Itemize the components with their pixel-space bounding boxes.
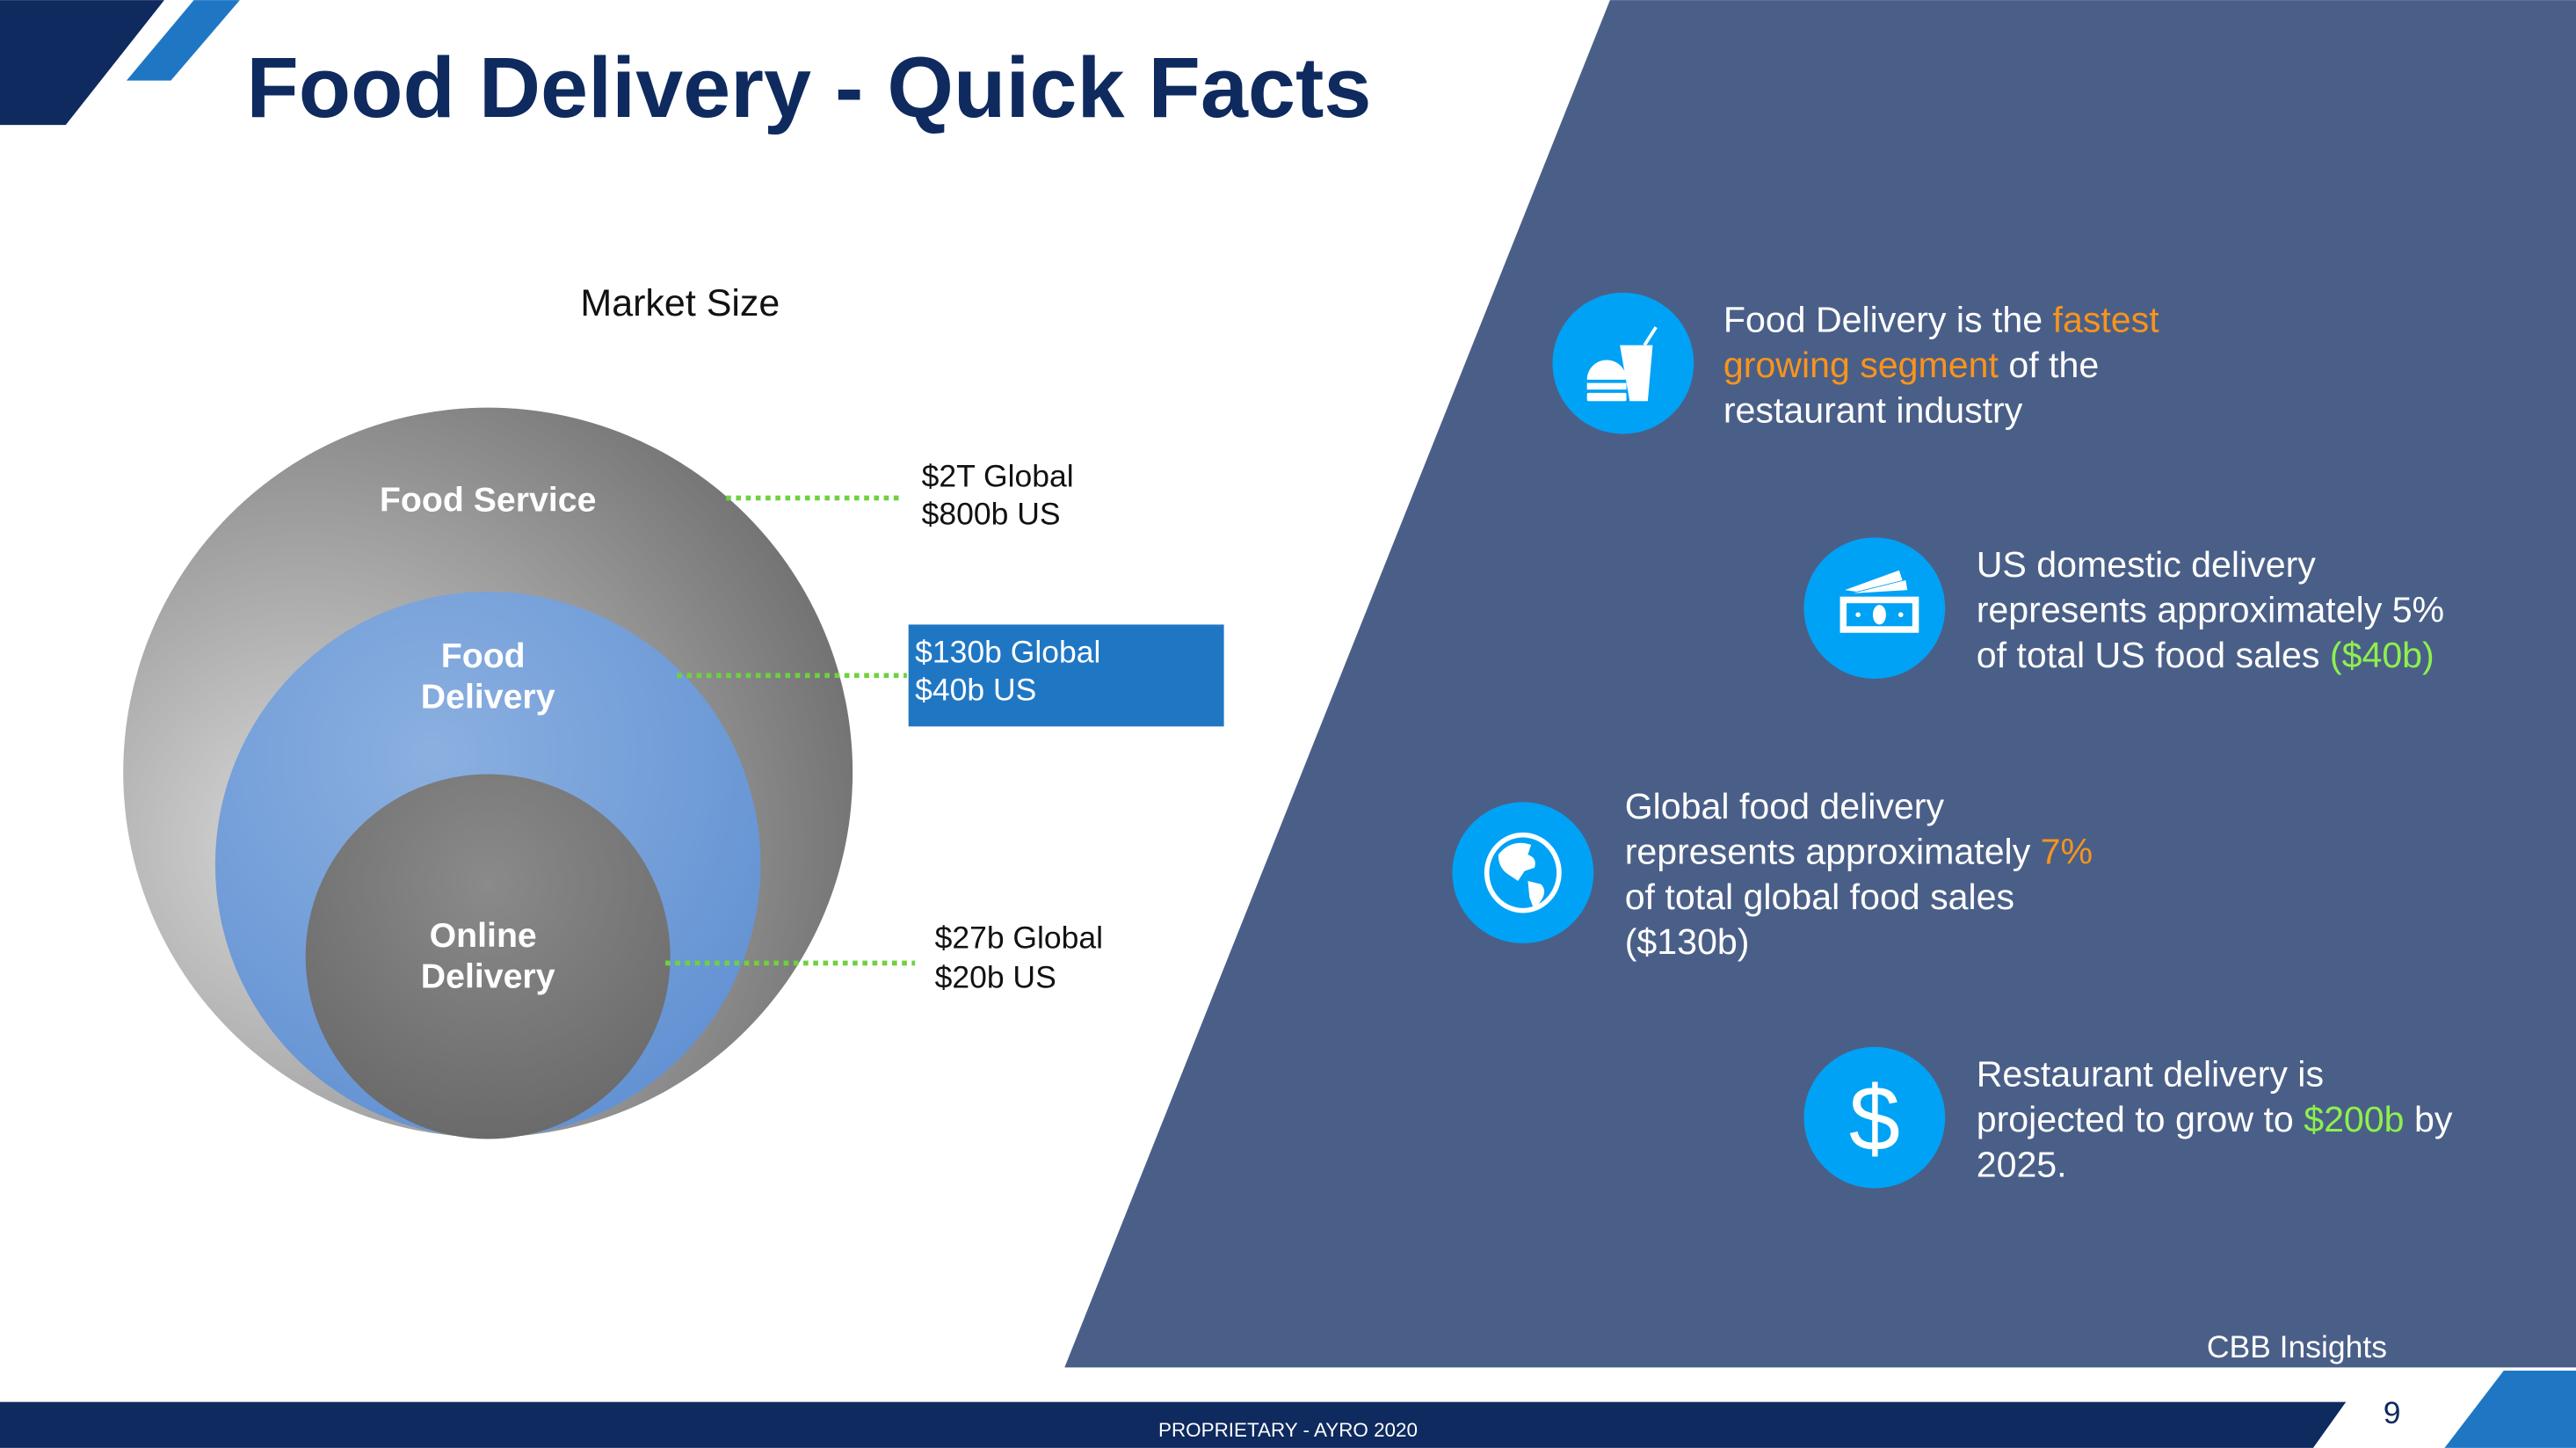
right-panel (1064, 0, 2576, 1368)
fact-text: US domestic delivery represents approxima… (1977, 544, 2444, 675)
fact-text-segment: projected to grow to (1977, 1099, 2304, 1139)
highlight-text: $200b (2304, 1099, 2404, 1139)
footer-bar (0, 1401, 2347, 1448)
source-label: CBB Insights (2207, 1329, 2387, 1364)
food-service-label: Food Service (380, 480, 596, 519)
highlight-text: ($40b) (2330, 635, 2435, 675)
footer-text: PROPRIETARY - AYRO 2020 (1158, 1419, 1418, 1441)
page-title: Food Delivery - Quick Facts (246, 40, 1371, 135)
fact-text-segment: Food Delivery is the (1723, 300, 2053, 340)
fact-text-segment: US domestic delivery (1977, 544, 2317, 585)
corner-navy-shape (0, 0, 164, 126)
corner-blue-stripe (126, 0, 240, 81)
fact-item (1803, 537, 1946, 680)
fact-text-segment: of the (1999, 345, 2099, 385)
highlight-text: 7% (2041, 831, 2093, 871)
page-number: 9 (2384, 1395, 2401, 1430)
fact-text: Restaurant delivery is projected to grow … (1977, 1054, 2453, 1185)
food-service-value: $2T Global $800b US (922, 458, 1083, 531)
fact-text-segment: 2025. (1977, 1144, 2067, 1184)
online-delivery-label: Online Delivery (421, 916, 555, 996)
food-delivery-label: Food Delivery (421, 637, 555, 717)
online-delivery-value: $27b Global $20b US (935, 920, 1112, 995)
fact-item: $ (1803, 1046, 1946, 1189)
globe-icon (1484, 832, 1562, 913)
dollar-icon: $ (1849, 1068, 1900, 1171)
fact-text-segment: restaurant industry (1723, 389, 2023, 430)
fact-text: Global food delivery represents approxima… (1625, 786, 2093, 962)
fact-text: Food Delivery is the fastest growing segm… (1723, 300, 2159, 431)
fact-text-segment: represents approximately 5% (1977, 590, 2444, 630)
online-delivery-circle (305, 774, 671, 1139)
cash-icon (1839, 570, 1919, 633)
fact-item (1552, 292, 1694, 434)
food-drink-icon (1586, 326, 1658, 402)
fact-text-segment: of total global food sales (1625, 877, 2014, 917)
fact-text-segment: represents approximately (1625, 831, 2041, 871)
fact-text-segment: by (2405, 1099, 2453, 1139)
highlight-text: growing segment (1723, 345, 1999, 385)
footer-blue-shape (2444, 1371, 2576, 1448)
fact-text-segment: ($130b) (1625, 921, 1750, 962)
fact-text-segment: Restaurant delivery is (1977, 1054, 2324, 1095)
food-delivery-value: $130b Global $40b US (915, 634, 1109, 707)
fact-text-segment: of total US food sales (1977, 635, 2330, 675)
food-delivery-value-box (908, 624, 1224, 727)
highlight-text: fastest (2053, 300, 2160, 340)
market-size-heading: Market Size (580, 282, 780, 324)
fact-text-segment: Global food delivery (1625, 786, 1945, 826)
fact-item (1452, 802, 1594, 944)
